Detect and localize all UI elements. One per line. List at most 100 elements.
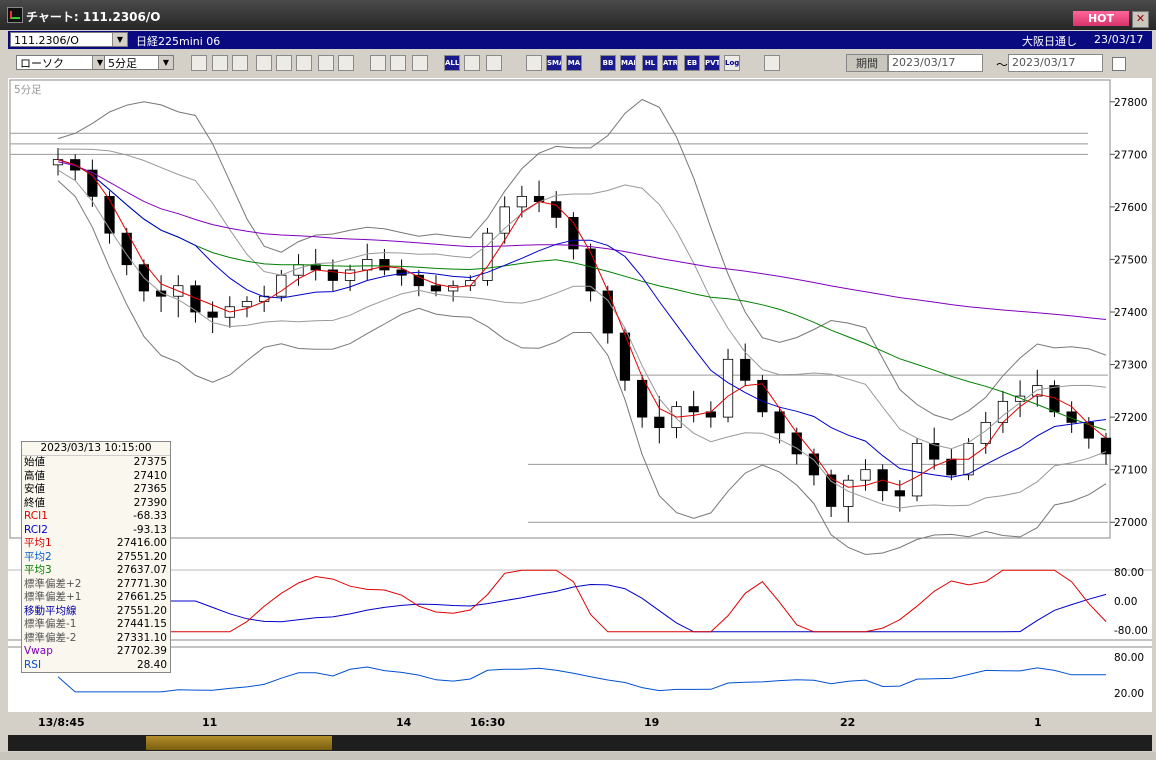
time-axis-label: 22 — [840, 716, 856, 729]
data-window-timestamp: 2023/03/13 10:15:00 — [22, 442, 170, 456]
data-window-key: 平均2 — [24, 550, 52, 563]
price-tick-label: 27800 — [1114, 97, 1147, 109]
toolbar-undo-button[interactable] — [370, 55, 386, 71]
toolbar-line-button[interactable] — [318, 55, 334, 71]
data-window-row: 始値 27375 — [22, 456, 170, 470]
bollinger-band — [57, 169, 1107, 509]
toolbar-a-button[interactable] — [232, 55, 248, 71]
bollinger-band — [57, 180, 1107, 556]
toolbar-hl-button[interactable]: HL — [642, 55, 658, 71]
chart-scrollbar[interactable] — [8, 735, 1152, 751]
data-window-value: 27551.20 — [116, 604, 167, 617]
symbol-value: 111.2306/O — [14, 34, 79, 47]
time-axis-label: 1 — [1034, 716, 1042, 729]
candle-body — [379, 259, 390, 271]
toolbar-set-button[interactable] — [464, 55, 480, 71]
data-window-row: 平均3 27637.07 — [22, 564, 170, 578]
chart-area[interactable]: 5分足 27000 27100 27200 27300 27400 27500 27600 27… — [8, 78, 1152, 712]
toolbar-color-button[interactable] — [526, 55, 542, 71]
rci-tick-label: 0.00 — [1114, 596, 1137, 608]
candle-body — [654, 416, 665, 429]
data-window-key: 終値 — [24, 496, 45, 509]
candle-body — [740, 358, 751, 381]
data-window-key: 標準偏差+2 — [24, 577, 82, 590]
candle-body — [1066, 411, 1077, 423]
hot-button[interactable]: HOT — [1073, 11, 1129, 26]
candle-body — [894, 490, 905, 497]
option-checkbox[interactable] — [1112, 57, 1126, 71]
toolbar-eb-button[interactable]: EB — [684, 55, 700, 71]
data-window-value: -93.13 — [133, 523, 167, 536]
symbol-select[interactable]: 111.2306/O ▼ — [10, 32, 128, 47]
data-window-row: 安値 27365 — [22, 483, 170, 497]
toolbar-zoom-button[interactable] — [191, 55, 207, 71]
toolbar-sma-button[interactable]: SMA — [546, 55, 562, 71]
candle-body — [499, 206, 510, 234]
toolbar-atr-button[interactable]: ATR — [662, 55, 678, 71]
chart-type-select[interactable]: ローソク ▼ — [16, 55, 108, 70]
toolbar-all-button[interactable]: ALL — [444, 55, 460, 71]
data-window-value: 27365 — [133, 483, 167, 495]
data-window-key: Vwap — [24, 645, 53, 657]
toolbar-bb-button[interactable]: BB — [600, 55, 616, 71]
data-window: 2023/03/13 10:15:00 始値 27375 高値 27410 安値 2736… — [21, 441, 171, 673]
data-window-row: RCI2 -93.13 — [22, 524, 170, 538]
toolbar-log-button[interactable]: Log — [724, 55, 740, 71]
market-label: 大阪日通し — [1022, 35, 1077, 48]
data-window-row: Vwap 27702.39 — [22, 645, 170, 659]
candle-body — [568, 216, 579, 250]
main-plot-frame — [9, 79, 1111, 539]
toolbar-c-button[interactable] — [276, 55, 292, 71]
candle-body — [190, 285, 201, 313]
candle-body — [774, 411, 785, 434]
data-window-value: 28.40 — [136, 658, 167, 671]
market-date: 23/03/17 — [1094, 33, 1144, 46]
candle-body — [825, 474, 837, 507]
data-window-row: 標準偏差-1 27441.15 — [22, 618, 170, 632]
toolbar-cursor-button[interactable] — [212, 55, 228, 71]
toolbar-ma-button[interactable]: MA — [566, 55, 582, 71]
toolbar-d-button[interactable] — [296, 55, 312, 71]
rsi-tick-label: 80.00 — [1114, 652, 1144, 664]
toolbar-arrow-button[interactable] — [338, 55, 354, 71]
price-tick-label: 27200 — [1114, 412, 1147, 424]
candle-body — [121, 232, 132, 266]
period-button[interactable]: 期間 — [846, 54, 888, 72]
data-window-value: 27637.07 — [116, 564, 167, 576]
date-from-field[interactable]: 2023/03/17 — [888, 54, 983, 72]
toolbar-b-button[interactable] — [256, 55, 272, 71]
data-window-key: 標準偏差-1 — [24, 618, 77, 630]
close-icon[interactable]: ✕ — [1132, 11, 1149, 28]
data-window-row: 高値 27410 — [22, 470, 170, 484]
time-axis-label: 11 — [202, 716, 218, 729]
toolbar-nav1-button[interactable] — [390, 55, 406, 71]
vwap-line — [57, 161, 1107, 320]
toolbar-exp-button[interactable] — [764, 55, 780, 71]
toolbar: ローソク ▼ 5分足 ▼ ALLSMAMABBMAEHLATREBPVTLog … — [8, 51, 1152, 75]
data-window-value: 27416.00 — [116, 537, 167, 549]
rci2-line — [58, 583, 1107, 633]
data-window-key: 移動平均線 — [24, 604, 77, 617]
candle-body — [1100, 437, 1112, 455]
toolbar-pen-button[interactable] — [486, 55, 502, 71]
chevron-down-icon[interactable]: ▼ — [112, 33, 127, 46]
rci-tick-label: -80.00 — [1114, 625, 1148, 637]
interval-select[interactable]: 5分足 ▼ — [104, 55, 174, 70]
toolbar-pvt-button[interactable]: PVT — [704, 55, 720, 71]
chevron-down-icon[interactable]: ▼ — [158, 56, 173, 69]
toolbar-mae-button[interactable]: MAE — [620, 55, 636, 71]
data-window-row: 平均1 27416.00 — [22, 537, 170, 551]
data-window-key: RSI — [24, 658, 42, 671]
scrollbar-thumb[interactable] — [146, 736, 332, 750]
data-window-row: RSI 28.40 — [22, 659, 170, 673]
data-window-value: 27390 — [133, 496, 167, 509]
toolbar-nav2-button[interactable] — [412, 55, 428, 71]
chevron-down-icon[interactable]: ▼ — [92, 56, 107, 69]
date-to-field[interactable]: 2023/03/17 — [1008, 54, 1103, 72]
interval-watermark: 5分足 — [14, 84, 42, 96]
data-window-value: -68.33 — [133, 510, 167, 522]
average2-line — [57, 159, 1107, 478]
bollinger-band — [58, 148, 1107, 450]
candle-body — [430, 285, 442, 292]
data-window-value: 27771.30 — [116, 577, 167, 590]
